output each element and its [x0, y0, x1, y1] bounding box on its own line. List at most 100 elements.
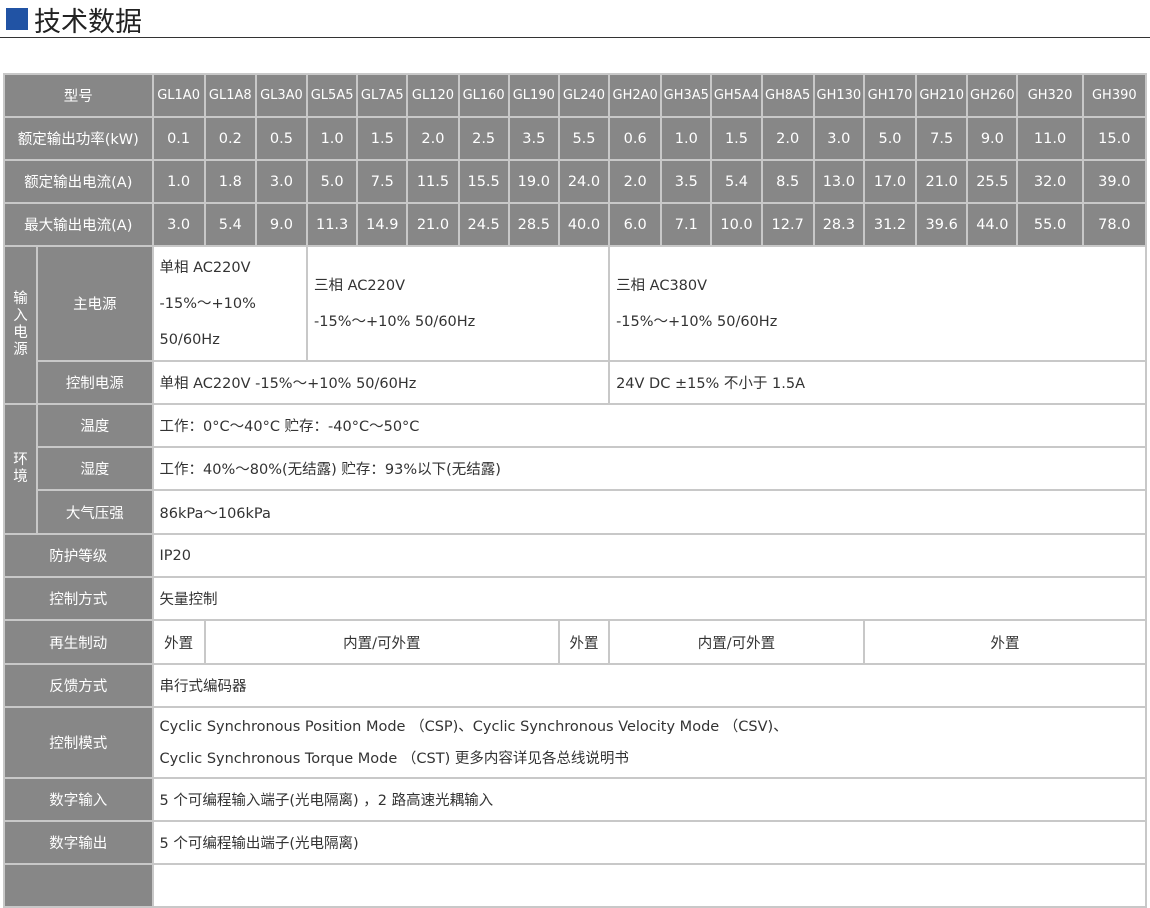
digital-output-label: 数字输出: [5, 822, 152, 863]
rating-value: 44.0: [968, 204, 1017, 245]
rating-value: 28.5: [509, 204, 558, 245]
regen-row: 再生制动 外置 内置/可外置 外置 内置/可外置 外置: [5, 621, 1145, 663]
rating-value: 25.5: [968, 161, 1017, 202]
rating-value: 3.0: [256, 161, 307, 202]
next-row-label: [5, 865, 152, 906]
rating-value: 0.5: [256, 118, 307, 159]
model-cell: GL240: [559, 75, 609, 116]
model-cell: GH130: [814, 75, 863, 116]
text: -15%～+10% 50/60Hz: [314, 313, 476, 330]
rating-value: 2.0: [762, 118, 813, 159]
control-method-value: 矢量控制: [153, 578, 1145, 619]
rating-value: 3.0: [153, 204, 204, 245]
control-power-row: 控制电源 单相 AC220V -15%～+10% 50/60Hz 24V DC …: [5, 362, 1145, 403]
protection-row: 防护等级 IP20: [5, 535, 1145, 576]
rating-value: 21.0: [408, 204, 458, 245]
rating-value: 1.8: [205, 161, 255, 202]
model-cell: GL190: [509, 75, 558, 116]
rating-value: 5.4: [712, 161, 761, 202]
rating-value: 21.0: [917, 161, 967, 202]
text: 50/60Hz: [159, 331, 220, 348]
rating-value: 17.0: [864, 161, 916, 202]
main-power-three-phase-220: 三相 AC220V -15%～+10% 50/60Hz: [308, 247, 609, 360]
model-cell: GH8A5: [762, 75, 813, 116]
regen-value: 外置: [864, 621, 1145, 663]
env-row: 湿度 工作：40%～80%(无结露) 贮存：93%以下(无结露): [5, 448, 1145, 489]
rating-value: 9.0: [256, 204, 307, 245]
rating-value: 11.0: [1018, 118, 1082, 159]
rating-label: 最大输出电流(A): [5, 204, 152, 245]
model-cell: GL160: [459, 75, 508, 116]
regen-value: 外置: [153, 621, 204, 663]
rating-value: 55.0: [1018, 204, 1082, 245]
main-power-three-phase-380: 三相 AC380V -15%～+10% 50/60Hz: [610, 247, 1145, 360]
model-cell: GL1A0: [153, 75, 204, 116]
control-power-220: 单相 AC220V -15%～+10% 50/60Hz: [153, 362, 609, 403]
rating-value: 78.0: [1083, 204, 1145, 245]
text: 三相 AC220V: [314, 277, 406, 294]
model-cell: GH3A5: [662, 75, 711, 116]
rating-value: 9.0: [968, 118, 1017, 159]
feedback-label: 反馈方式: [5, 665, 152, 706]
model-cell: GL5A5: [308, 75, 357, 116]
next-row: [5, 865, 1145, 906]
rating-value: 0.1: [153, 118, 204, 159]
text: 三相 AC380V: [616, 277, 708, 294]
next-row-value: [153, 865, 1145, 906]
model-cell: GL120: [408, 75, 458, 116]
digital-input-label: 数字输入: [5, 779, 152, 820]
rating-value: 12.7: [762, 204, 813, 245]
text: Cyclic Synchronous Position Mode （CSP)、C…: [159, 718, 788, 735]
digital-output-value: 5 个可编程输出端子(光电隔离): [153, 822, 1145, 863]
model-cell: GH260: [968, 75, 1017, 116]
rating-value: 11.3: [308, 204, 357, 245]
regen-value: 外置: [559, 621, 609, 663]
env-value: 工作：0°C～40°C 贮存：-40°C～50°C: [153, 405, 1145, 446]
model-cell: GH210: [917, 75, 967, 116]
protection-value: IP20: [153, 535, 1145, 576]
control-mode-value: Cyclic Synchronous Position Mode （CSP)、C…: [153, 708, 1145, 777]
rating-value: 39.6: [917, 204, 967, 245]
rating-value: 7.1: [662, 204, 711, 245]
rating-value: 3.0: [814, 118, 863, 159]
control-method-row: 控制方式 矢量控制: [5, 578, 1145, 619]
env-row: 大气压强 86kPa～106kPa: [5, 491, 1145, 533]
spec-table: 型号 GL1A0 GL1A8 GL3A0 GL5A5 GL7A5 GL120 GL160 GL…: [3, 73, 1147, 908]
rating-value: 5.5: [559, 118, 609, 159]
rating-value: 24.5: [459, 204, 508, 245]
model-label: 型号: [5, 75, 152, 116]
env-value: 工作：40%～80%(无结露) 贮存：93%以下(无结露): [153, 448, 1145, 489]
rating-value: 6.0: [610, 204, 661, 245]
rating-value: 15.5: [459, 161, 508, 202]
model-cell: GH170: [864, 75, 916, 116]
title-square-icon: [6, 8, 28, 30]
rating-value: 2.5: [459, 118, 508, 159]
model-cell: GL7A5: [358, 75, 407, 116]
main-power-row: 输入电源 主电源 单相 AC220V -15%～+10% 50/60Hz 三相 …: [5, 247, 1145, 403]
model-row: 型号 GL1A0 GL1A8 GL3A0 GL5A5 GL7A5 GL120 GL160 GL…: [5, 75, 1145, 116]
rating-value: 0.6: [610, 118, 661, 159]
rating-value: 1.0: [662, 118, 711, 159]
digital-output-row: 数字输出 5 个可编程输出端子(光电隔离): [5, 822, 1145, 863]
text: -15%～+10% 50/60Hz: [616, 313, 778, 330]
control-mode-label: 控制模式: [5, 708, 152, 777]
rating-value: 7.5: [917, 118, 967, 159]
rating-row: 额定输出功率(kW) 0.1 0.2 0.5 1.0 1.5 2.0 2.5 3.5 5.5 0.6…: [5, 118, 1145, 159]
rating-value: 32.0: [1018, 161, 1082, 202]
control-method-label: 控制方式: [5, 578, 152, 619]
rating-row: 额定输出电流(A) 1.0 1.8 3.0 5.0 7.5 11.5 15.5 19.0 24.0…: [5, 161, 1145, 202]
rating-value: 1.5: [358, 118, 407, 159]
regen-label: 再生制动: [5, 621, 152, 663]
rating-label: 额定输出电流(A): [5, 161, 152, 202]
control-mode-row: 控制模式 Cyclic Synchronous Position Mode （C…: [5, 708, 1145, 777]
control-power-24v: 24V DC ±15% 不小于 1.5A: [610, 362, 1145, 403]
rating-value: 14.9: [358, 204, 407, 245]
text: Cyclic Synchronous Torque Mode （CST) 更多内…: [159, 750, 629, 767]
rating-value: 10.0: [712, 204, 761, 245]
text: 单相 AC220V: [159, 259, 251, 276]
rating-value: 5.0: [864, 118, 916, 159]
feedback-row: 反馈方式 串行式编码器: [5, 665, 1145, 706]
rating-value: 2.0: [610, 161, 661, 202]
env-value: 86kPa～106kPa: [153, 491, 1145, 533]
rating-value: 2.0: [408, 118, 458, 159]
